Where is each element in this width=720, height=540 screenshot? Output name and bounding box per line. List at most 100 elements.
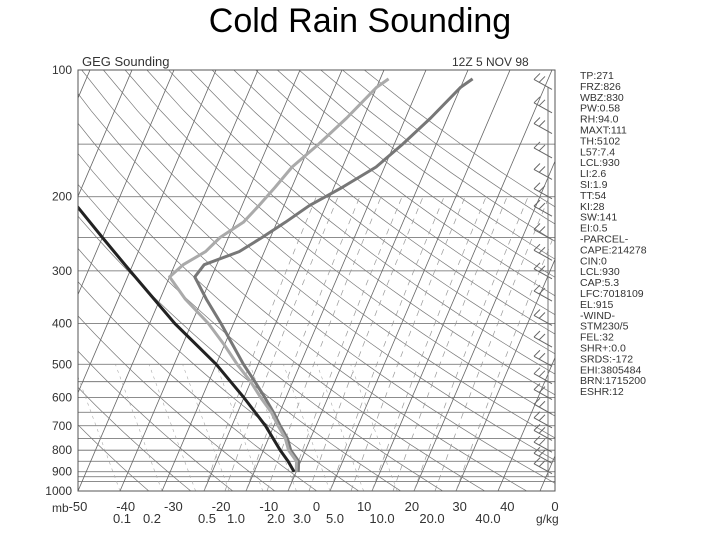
wind-barb — [533, 163, 553, 180]
barb-flag — [533, 284, 541, 292]
index-item: ESHR:12 — [580, 386, 624, 398]
index-item: FEL:32 — [580, 332, 614, 344]
wind-barb — [533, 73, 553, 90]
dry-adiabat — [78, 152, 485, 491]
barb-flag — [533, 243, 541, 251]
pressure-tick-label: 200 — [52, 190, 72, 204]
wind-barb — [533, 330, 553, 348]
barb-shaft — [533, 441, 553, 453]
barb-flag — [538, 312, 546, 319]
dry-adiabat — [211, 70, 555, 335]
barb-flag — [538, 144, 546, 152]
isotherm-line — [119, 70, 301, 491]
wind-barb — [533, 199, 553, 217]
moist-adiabat — [245, 196, 361, 491]
wind-barb — [533, 309, 553, 326]
moist-adiabat — [203, 196, 317, 491]
index-item: KI:28 — [580, 201, 605, 213]
index-item: BRN:1715200 — [580, 375, 646, 387]
barb-flag — [533, 141, 541, 149]
moist-adiabat — [413, 196, 529, 491]
dewpoint-profile — [168, 77, 390, 472]
temperature-tick-label: -10 — [259, 499, 278, 514]
barb-flag — [538, 287, 546, 295]
wind-barb — [533, 446, 553, 464]
temperature-tick-label: -20 — [212, 499, 231, 514]
barb-shaft — [533, 123, 553, 134]
moist-adiabat — [392, 196, 508, 491]
wind-barb — [533, 457, 553, 475]
dry-adiabat — [364, 70, 555, 208]
barb-flag — [533, 349, 541, 357]
barb-shaft — [533, 403, 553, 415]
isotherm-line — [78, 70, 133, 198]
pressure-tick-label: 900 — [52, 465, 72, 479]
wind-barb — [533, 262, 553, 280]
mixing-ratio-line — [115, 364, 163, 491]
barb-shaft — [533, 78, 553, 90]
temperature-tick-label: -30 — [164, 499, 183, 514]
barb-shaft — [533, 429, 553, 441]
index-item: EHI:3805484 — [580, 364, 641, 376]
wind-barb — [533, 117, 553, 134]
barb-flag — [538, 185, 546, 193]
isotherm-line — [78, 70, 91, 100]
index-item: LCL:930 — [580, 266, 620, 278]
mixing-ratio-tick-label: 1.0 — [227, 511, 245, 526]
pressure-tick-label: 400 — [52, 316, 72, 330]
dry-adiabat — [78, 281, 318, 491]
isotherm-line — [539, 454, 555, 491]
barb-flag — [538, 427, 546, 434]
barb-flag — [533, 309, 541, 316]
barb-flag — [538, 265, 546, 273]
barb-flag — [533, 411, 541, 419]
barb-flag — [538, 120, 546, 127]
barb-flag — [533, 262, 541, 270]
mixing-ratio-line — [350, 364, 398, 491]
index-item: SW:141 — [580, 212, 617, 224]
index-item: -WIND- — [580, 310, 615, 322]
dry-adiabat — [255, 70, 555, 297]
isotherm-line — [203, 70, 385, 491]
isotherm-line — [329, 70, 511, 491]
wind-barb — [533, 223, 553, 240]
index-item: CAPE:214278 — [580, 244, 647, 256]
barb-shaft — [533, 452, 553, 464]
pressure-tick-label: 1000 — [45, 484, 72, 498]
barb-flag — [538, 352, 546, 360]
wind-barbs — [533, 73, 553, 477]
dry-adiabat — [81, 70, 555, 461]
barb-flag — [533, 182, 541, 190]
temperature-tick-label: 20 — [405, 499, 419, 514]
barb-shaft — [533, 373, 553, 385]
barb-flag — [538, 400, 546, 408]
barb-flag — [538, 166, 546, 173]
barb-flag — [533, 73, 541, 80]
mixing-ratio-line — [316, 364, 364, 491]
barb-flag — [533, 117, 541, 124]
dry-adiabat — [78, 122, 527, 491]
dry-adiabat — [320, 70, 555, 242]
moist-adiabat — [329, 196, 445, 491]
temperature-tick-label: 0 — [313, 499, 320, 514]
barb-shaft — [533, 290, 553, 302]
dry-adiabat — [78, 93, 555, 484]
index-item: SRDS:-172 — [580, 353, 633, 365]
isotherm-line — [455, 258, 555, 491]
barb-shaft — [533, 463, 553, 475]
index-item: TT:54 — [580, 190, 606, 202]
barb-flag — [538, 449, 546, 457]
isotherm-line — [287, 70, 469, 491]
barb-flag — [533, 446, 541, 454]
slide-title: Cold Rain Sounding — [208, 2, 512, 40]
dry-adiabat — [124, 70, 555, 417]
mixing-ratio-tick-label: 5.0 — [326, 511, 344, 526]
mixing-ratio-tick-label: 40.0 — [475, 511, 500, 526]
barb-shaft — [533, 315, 553, 326]
wind-barb — [533, 141, 553, 159]
wind-barb — [533, 411, 553, 429]
barb-flag — [538, 414, 546, 422]
wind-barb — [533, 243, 553, 261]
moist-adiabat — [455, 232, 555, 491]
index-item: SHR+:0.0 — [580, 343, 626, 355]
